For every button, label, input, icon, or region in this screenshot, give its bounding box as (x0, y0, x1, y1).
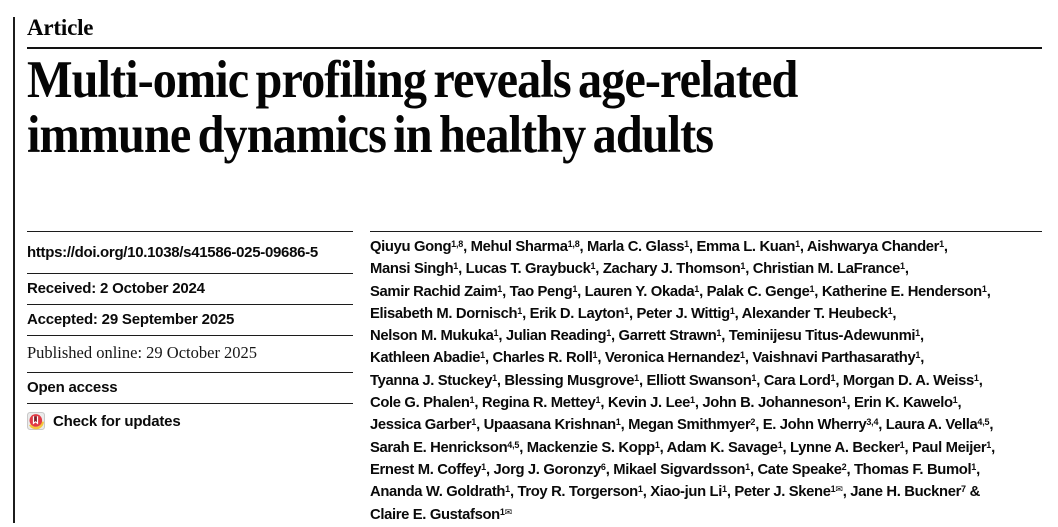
article-header-block: Article Multi-omic profiling reveals age… (27, 0, 1042, 527)
kicker-divider (27, 47, 1042, 49)
received-date: Received: 2 October 2024 (27, 273, 353, 304)
published-online-date: Published online: 29 October 2025 (27, 335, 353, 372)
accepted-date: Accepted: 29 September 2025 (27, 304, 353, 335)
author-line: Ernest M. Coffey1, Jorg J. Goronzy6, Mik… (370, 461, 980, 478)
author-line: Tyanna J. Stuckey1, Blessing Musgrove1, … (370, 372, 983, 389)
author-line: Sarah E. Henrickson4,5, Mackenzie S. Kop… (370, 439, 995, 456)
author-list: Qiuyu Gong1,8, Mehul Sharma1,8, Marla C.… (370, 231, 1042, 527)
author-line: Nelson M. Mukuka1, Julian Reading1, Garr… (370, 328, 924, 345)
author-line: Elisabeth M. Dornisch1, Erik D. Layton1,… (370, 305, 897, 322)
author-line: Claire E. Gustafson1✉ (370, 506, 513, 523)
crossmark-icon (27, 412, 45, 430)
article-title-line-2: immune dynamics in healthy adults (27, 106, 714, 164)
author-line: Mansi Singh1, Lucas T. Graybuck1, Zachar… (370, 261, 909, 278)
author-line: Jessica Garber1, Upaasana Krishnan1, Meg… (370, 417, 994, 434)
check-for-updates-label: Check for updates (53, 412, 181, 430)
article-kicker: Article (27, 15, 94, 40)
author-line: Cole G. Phalen1, Regina R. Mettey1, Kevi… (370, 395, 962, 412)
author-line: Qiuyu Gong1,8, Mehul Sharma1,8, Marla C.… (370, 238, 948, 255)
open-access-label: Open access (27, 372, 353, 403)
left-vertical-rule (13, 17, 15, 523)
author-line: Ananda W. Goldrath1, Troy R. Torgerson1,… (370, 484, 980, 501)
check-for-updates-button[interactable]: Check for updates (27, 403, 353, 437)
article-title-line-1: Multi-omic profiling reveals age-related (27, 51, 798, 109)
two-column-area: https://doi.org/10.1038/s41586-025-09686… (27, 231, 1042, 527)
author-line: Kathleen Abadie1, Charles R. Roll1, Vero… (370, 350, 924, 367)
metadata-column: https://doi.org/10.1038/s41586-025-09686… (27, 231, 353, 527)
author-line: Samir Rachid Zaim1, Tao Peng1, Lauren Y.… (370, 283, 991, 300)
article-title: Multi-omic profiling reveals age-related… (27, 53, 951, 163)
doi-link[interactable]: https://doi.org/10.1038/s41586-025-09686… (27, 231, 353, 273)
